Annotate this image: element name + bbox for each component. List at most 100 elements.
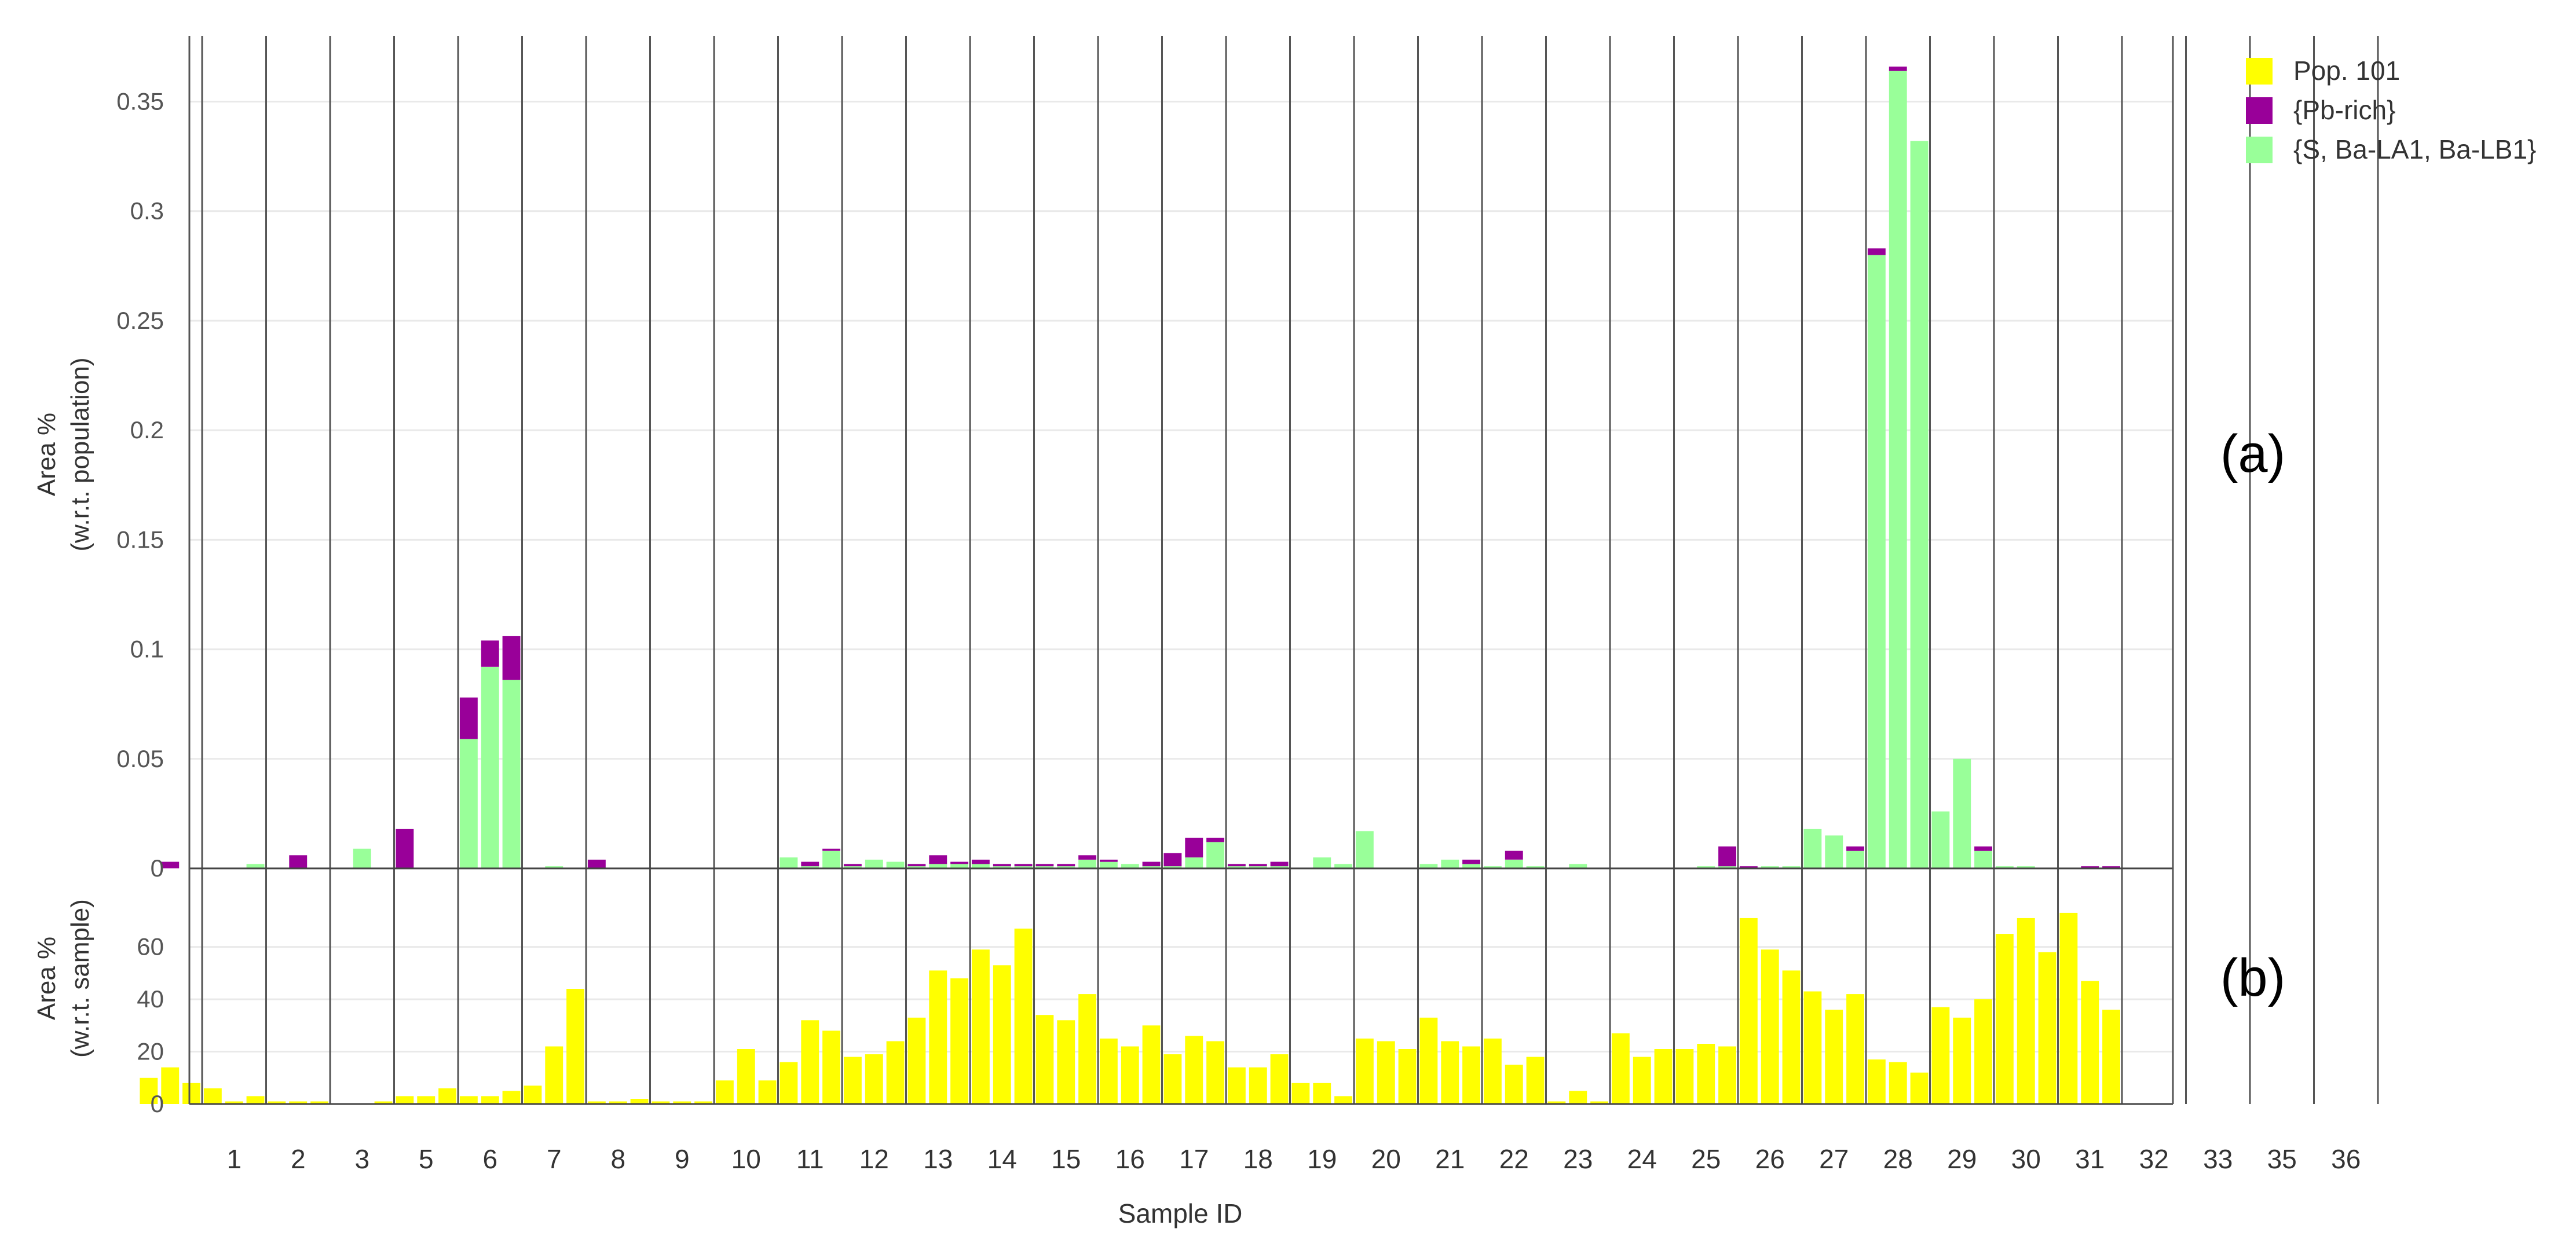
bar-a-s-76	[1761, 866, 1779, 868]
bar-a-pb-86	[1974, 846, 1992, 851]
bar-a-s-67	[1569, 864, 1587, 868]
bar-b-pop101-78	[1803, 991, 1822, 1104]
bar-b-pop101-7	[289, 1101, 308, 1104]
bar-b-pop101-35	[886, 1041, 905, 1104]
y-tick-label-a-7: 0.35	[116, 88, 164, 115]
legend: Pop. 101 {Pb-rich} {S, Ba-LA1, Ba-LB1}	[2246, 56, 2536, 164]
bar-a-s-57	[1355, 831, 1374, 868]
bar-a-s-47	[1142, 866, 1161, 868]
bar-a-pb-32	[822, 848, 840, 851]
x-tick-label-30: 30	[2011, 1144, 2041, 1174]
bar-a-s-81	[1867, 255, 1886, 868]
bar-a-s-48	[1163, 866, 1182, 868]
bar-b-pop101-44	[1078, 994, 1096, 1104]
y-axis-title-line-a-0: Area %	[32, 413, 61, 496]
x-tick-label-18: 18	[1243, 1144, 1273, 1174]
bar-a-s-39	[971, 864, 990, 868]
bar-b-pop101-50	[1206, 1041, 1224, 1104]
bar-b-pop101-39	[971, 949, 990, 1104]
bar-b-pop101-46	[1121, 1046, 1139, 1104]
x-tick-label-22: 22	[1499, 1144, 1529, 1174]
bar-b-pop101-12	[396, 1096, 414, 1104]
x-tick-label-26: 26	[1755, 1144, 1785, 1174]
bar-a-pb-36	[908, 864, 926, 867]
bar-a-s-65	[1526, 866, 1545, 868]
bar-b-pop101-55	[1313, 1083, 1331, 1104]
bar-a-pb-48	[1163, 853, 1182, 867]
bar-a-pb-75	[1739, 866, 1758, 868]
bar-a-s-78	[1803, 828, 1822, 868]
bar-b-pop101-87	[1995, 934, 2014, 1104]
bar-a-s-42	[1035, 866, 1054, 868]
bar-a-s-50	[1206, 842, 1224, 868]
y-tick-label-b-1: 20	[137, 1038, 164, 1065]
bar-b-pop101-13	[417, 1096, 436, 1104]
x-tick-label-29: 29	[1947, 1144, 1977, 1174]
y-tick-label-a-6: 0.3	[130, 197, 164, 225]
bar-b-pop101-65	[1526, 1057, 1545, 1104]
bar-a-s-43	[1057, 866, 1075, 868]
bar-a-pb-17	[502, 636, 521, 680]
bar-b-pop101-45	[1099, 1038, 1118, 1104]
y-tick-label-a-0: 0	[151, 854, 164, 882]
bar-b-pop101-38	[950, 978, 968, 1104]
bar-a-pb-15	[459, 697, 478, 739]
bar-a-s-37	[929, 864, 947, 868]
bar-b-pop101-29	[758, 1080, 777, 1104]
bar-b-pop101-88	[2017, 918, 2035, 1104]
bar-b-pop101-74	[1718, 1046, 1736, 1104]
bar-b-pop101-86	[1974, 999, 1992, 1104]
bar-a-s-41	[1014, 866, 1033, 868]
x-tick-label-15: 15	[1051, 1144, 1081, 1174]
bar-b-pop101-42	[1035, 1015, 1054, 1104]
bar-b-pop101-64	[1505, 1065, 1523, 1104]
bar-b-pop101-21	[587, 1101, 606, 1104]
bar-b-pop101-71	[1654, 1049, 1673, 1104]
bar-b-pop101-61	[1441, 1041, 1459, 1104]
legend-label-s: {S, Ba-LA1, Ba-LB1}	[2293, 134, 2536, 164]
bar-b-pop101-47	[1142, 1025, 1161, 1104]
bar-b-pop101-58	[1377, 1041, 1395, 1104]
bar-b-pop101-67	[1569, 1091, 1587, 1104]
bar-a-pb-39	[971, 859, 990, 864]
bar-a-s-73	[1697, 866, 1715, 868]
bar-b-pop101-15	[459, 1096, 478, 1104]
bar-a-s-63	[1483, 866, 1502, 868]
y-tick-label-a-4: 0.2	[130, 416, 164, 443]
bar-a-pb-16	[481, 640, 499, 667]
legend-swatch-pop101	[2246, 58, 2273, 85]
bar-a-pb-38	[950, 861, 968, 864]
bar-b-pop101-0	[140, 1077, 158, 1104]
bar-b-pop101-75	[1739, 918, 1758, 1104]
x-tick-label-35: 35	[2267, 1144, 2297, 1174]
bar-b-pop101-36	[908, 1017, 926, 1104]
bar-a-s-83	[1910, 141, 1929, 869]
bar-a-pb-21	[587, 859, 606, 868]
bar-a-s-40	[993, 866, 1011, 868]
bar-a-pb-43	[1057, 864, 1075, 867]
bar-b-pop101-60	[1419, 1017, 1438, 1104]
bar-a-pb-91	[2081, 866, 2099, 868]
bar-b-pop101-31	[801, 1020, 819, 1104]
x-tick-label-36: 36	[2331, 1144, 2361, 1174]
bar-a-s-19	[545, 866, 564, 868]
bar-b-pop101-73	[1697, 1044, 1715, 1104]
bar-a-pb-42	[1035, 864, 1054, 867]
bar-a-s-64	[1505, 859, 1523, 868]
bar-a-s-51	[1227, 866, 1246, 868]
x-tick-label-20: 20	[1371, 1144, 1401, 1174]
bar-b-pop101-72	[1675, 1049, 1694, 1104]
bar-b-pop101-68	[1590, 1101, 1608, 1104]
bar-b-pop101-25	[673, 1101, 691, 1104]
bar-a-pb-81	[1867, 248, 1886, 255]
bar-b-pop101-37	[929, 970, 947, 1104]
bar-a-pb-7	[289, 855, 308, 868]
x-tick-label-27: 27	[1819, 1144, 1849, 1174]
bar-b-pop101-82	[1889, 1062, 1907, 1104]
x-tick-label-33: 33	[2203, 1144, 2233, 1174]
bar-b-pop101-6	[268, 1101, 286, 1104]
bar-b-pop101-90	[2059, 912, 2078, 1104]
bar-a-s-31	[801, 866, 819, 868]
bar-a-s-52	[1249, 866, 1267, 868]
y-axis-title-a: Area % (w.r.t. population)	[32, 357, 94, 551]
